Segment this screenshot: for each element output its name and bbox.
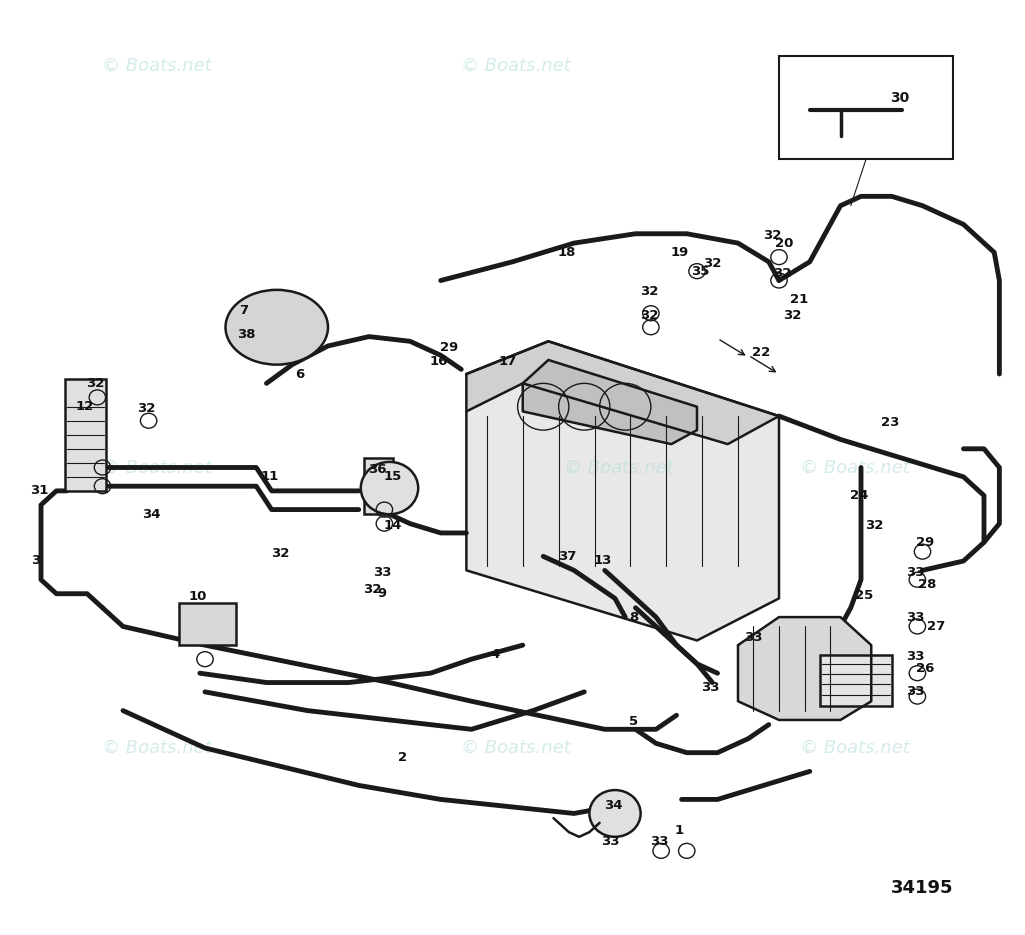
Text: 32: 32	[640, 285, 658, 298]
Bar	[779, 56, 953, 159]
Text: 32: 32	[640, 309, 658, 322]
Text: 27: 27	[927, 620, 945, 633]
Text: 9: 9	[378, 587, 386, 600]
Text: 33: 33	[650, 835, 668, 848]
Text: 13: 13	[593, 554, 612, 568]
Text: 19: 19	[670, 246, 689, 259]
Text: 33: 33	[744, 631, 763, 644]
Text: 34195: 34195	[892, 879, 953, 898]
Polygon shape	[466, 341, 779, 444]
Text: 12: 12	[76, 400, 94, 413]
Text: 1: 1	[675, 824, 684, 837]
Text: 6: 6	[294, 367, 304, 381]
Circle shape	[589, 790, 641, 837]
Text: 17: 17	[498, 355, 517, 368]
Text: 8: 8	[628, 611, 639, 624]
Text: 38: 38	[237, 328, 255, 341]
Bar	[65, 379, 106, 491]
Text: 32: 32	[363, 583, 381, 596]
Text: 32: 32	[137, 402, 156, 415]
Text: 32: 32	[271, 547, 289, 560]
Text: 30: 30	[891, 92, 909, 105]
Text: © Boats.net: © Boats.net	[800, 458, 909, 477]
Text: 3: 3	[31, 554, 41, 568]
Text: 34: 34	[604, 799, 622, 813]
Text: 10: 10	[189, 590, 207, 603]
Circle shape	[361, 462, 418, 514]
Text: 33: 33	[906, 685, 925, 698]
Text: 5: 5	[629, 715, 638, 728]
Text: 33: 33	[906, 566, 925, 579]
Text: 35: 35	[691, 265, 709, 278]
Text: 32: 32	[783, 309, 802, 322]
Text: 33: 33	[601, 835, 619, 848]
Polygon shape	[523, 360, 697, 444]
Bar	[364, 458, 393, 514]
Text: 25: 25	[855, 589, 873, 602]
Text: 18: 18	[558, 246, 576, 259]
Text: 4: 4	[490, 648, 500, 661]
Text: 31: 31	[30, 484, 48, 497]
Text: 34: 34	[142, 508, 161, 521]
Text: 33: 33	[701, 681, 720, 694]
Text: © Boats.net: © Boats.net	[564, 458, 673, 477]
Text: 29: 29	[440, 341, 458, 354]
Text: © Boats.net: © Boats.net	[102, 458, 212, 477]
Ellipse shape	[226, 290, 328, 365]
Text: 20: 20	[775, 237, 793, 250]
Text: 26: 26	[916, 662, 935, 675]
Text: 23: 23	[880, 416, 899, 429]
Text: © Boats.net: © Boats.net	[800, 56, 909, 75]
Text: 33: 33	[906, 650, 925, 663]
Text: 28: 28	[918, 578, 937, 591]
Text: 37: 37	[558, 550, 576, 563]
Text: 32: 32	[703, 257, 722, 270]
Text: © Boats.net: © Boats.net	[102, 739, 212, 757]
Text: 32: 32	[763, 229, 781, 242]
Polygon shape	[466, 341, 779, 640]
Text: 22: 22	[752, 346, 771, 359]
Text: 36: 36	[368, 463, 386, 476]
Text: 2: 2	[399, 751, 407, 764]
Bar	[179, 603, 236, 645]
Text: 14: 14	[383, 519, 402, 532]
Text: © Boats.net: © Boats.net	[461, 56, 571, 75]
Text: 21: 21	[790, 293, 809, 306]
Text: 33: 33	[906, 611, 925, 624]
Text: 7: 7	[240, 304, 248, 317]
Text: © Boats.net: © Boats.net	[461, 739, 571, 757]
Text: 16: 16	[429, 355, 448, 368]
Text: 32: 32	[773, 266, 791, 280]
Bar	[820, 654, 892, 706]
Text: © Boats.net: © Boats.net	[800, 739, 909, 757]
Text: 32: 32	[865, 519, 884, 532]
Text: 29: 29	[916, 536, 935, 549]
Text: 11: 11	[260, 470, 279, 483]
Text: 15: 15	[383, 470, 402, 483]
Text: 32: 32	[86, 377, 105, 390]
Text: 33: 33	[373, 566, 392, 579]
Text: 24: 24	[850, 489, 868, 502]
Polygon shape	[738, 617, 871, 720]
Text: © Boats.net: © Boats.net	[102, 56, 212, 75]
